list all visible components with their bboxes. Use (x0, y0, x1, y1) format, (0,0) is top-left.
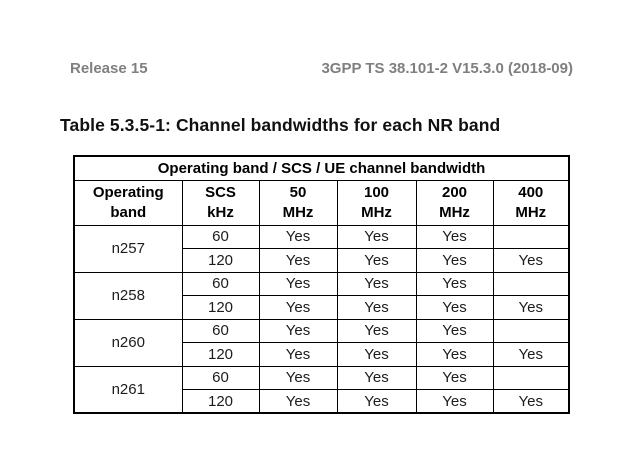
scs-cell: 60 (181, 318, 260, 343)
bw-cell: Yes (492, 248, 570, 273)
spec-version-label: 3GPP TS 38.101-2 V15.3.0 (2018-09) (321, 60, 573, 77)
band-cell-n257: n257 (73, 224, 183, 273)
bw-cell (492, 271, 570, 296)
bw-cell: Yes (415, 389, 494, 414)
scs-cell: 60 (181, 224, 260, 249)
table-row: 120 Yes Yes Yes Yes (74, 248, 570, 273)
bw-cell: Yes (336, 389, 417, 414)
table-row: n257 60 Yes Yes Yes (73, 224, 570, 273)
bw-cell: Yes (336, 342, 417, 367)
bw-cell: Yes (258, 224, 338, 249)
table-row: 120 Yes Yes Yes Yes (74, 295, 570, 320)
table-merged-header: Operating band / SCS / UE channel bandwi… (73, 155, 570, 181)
table-row: n258 60 Yes Yes Yes (73, 271, 570, 320)
bw-cell: Yes (415, 224, 494, 249)
scs-cell: 60 (181, 271, 260, 296)
bw-cell: Yes (336, 295, 417, 320)
bw-cell: Yes (258, 342, 338, 367)
scs-cell: 60 (181, 365, 260, 390)
channel-bandwidth-table: Operating band / SCS / UE channel bandwi… (73, 155, 570, 414)
bw-cell: Yes (415, 365, 494, 390)
bw-cell: Yes (258, 389, 338, 414)
bw-cell: Yes (415, 342, 494, 367)
col-header-400mhz: 400 MHz (492, 179, 570, 226)
table-row: 120 Yes Yes Yes Yes (74, 342, 570, 367)
bw-cell: Yes (415, 295, 494, 320)
table-caption: Table 5.3.5-1: Channel bandwidths for ea… (60, 115, 501, 135)
band-cell-n260: n260 (73, 318, 183, 367)
scs-cell: 120 (181, 342, 260, 367)
band-cell-n258: n258 (73, 271, 183, 320)
bw-cell: Yes (258, 271, 338, 296)
bw-cell: Yes (336, 365, 417, 390)
scs-cell: 120 (181, 295, 260, 320)
bw-cell (492, 365, 570, 390)
document-header: Release 15 3GPP TS 38.101-2 V15.3.0 (201… (70, 60, 573, 77)
bw-cell: Yes (492, 342, 570, 367)
table-row: 120 Yes Yes Yes Yes (74, 389, 570, 414)
bw-cell: Yes (336, 271, 417, 296)
bw-cell: Yes (258, 295, 338, 320)
bw-cell: Yes (258, 318, 338, 343)
bw-cell: Yes (415, 318, 494, 343)
table-row: n260 60 Yes Yes Yes (73, 318, 570, 367)
bw-cell: Yes (492, 389, 570, 414)
scs-cell: 120 (181, 248, 260, 273)
col-header-100mhz: 100 MHz (336, 179, 417, 226)
bw-cell: Yes (415, 271, 494, 296)
bw-cell (492, 224, 570, 249)
bw-cell: Yes (336, 224, 417, 249)
bw-cell (492, 318, 570, 343)
bw-cell: Yes (336, 248, 417, 273)
col-header-operating-band: Operating band (73, 179, 183, 226)
col-header-scs: SCS kHz (181, 179, 260, 226)
bw-cell: Yes (258, 365, 338, 390)
band-cell-n261: n261 (73, 365, 183, 414)
col-header-50mhz: 50 MHz (258, 179, 338, 226)
bw-cell: Yes (258, 248, 338, 273)
bw-cell: Yes (415, 248, 494, 273)
table-row: n261 60 Yes Yes Yes (73, 365, 570, 414)
release-label: Release 15 (70, 60, 148, 77)
bw-cell: Yes (336, 318, 417, 343)
col-header-200mhz: 200 MHz (415, 179, 494, 226)
bw-cell: Yes (492, 295, 570, 320)
scs-cell: 120 (181, 389, 260, 414)
